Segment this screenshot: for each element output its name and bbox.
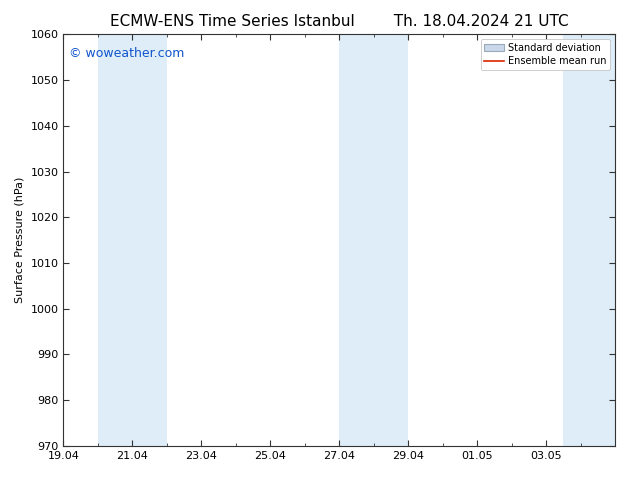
Bar xyxy=(563,34,632,446)
Text: © woweather.com: © woweather.com xyxy=(69,47,184,60)
Legend: Standard deviation, Ensemble mean run: Standard deviation, Ensemble mean run xyxy=(481,39,610,70)
Title: ECMW-ENS Time Series Istanbul        Th. 18.04.2024 21 UTC: ECMW-ENS Time Series Istanbul Th. 18.04.… xyxy=(110,14,569,29)
Y-axis label: Surface Pressure (hPa): Surface Pressure (hPa) xyxy=(15,177,25,303)
Bar xyxy=(98,34,167,446)
Bar xyxy=(339,34,408,446)
